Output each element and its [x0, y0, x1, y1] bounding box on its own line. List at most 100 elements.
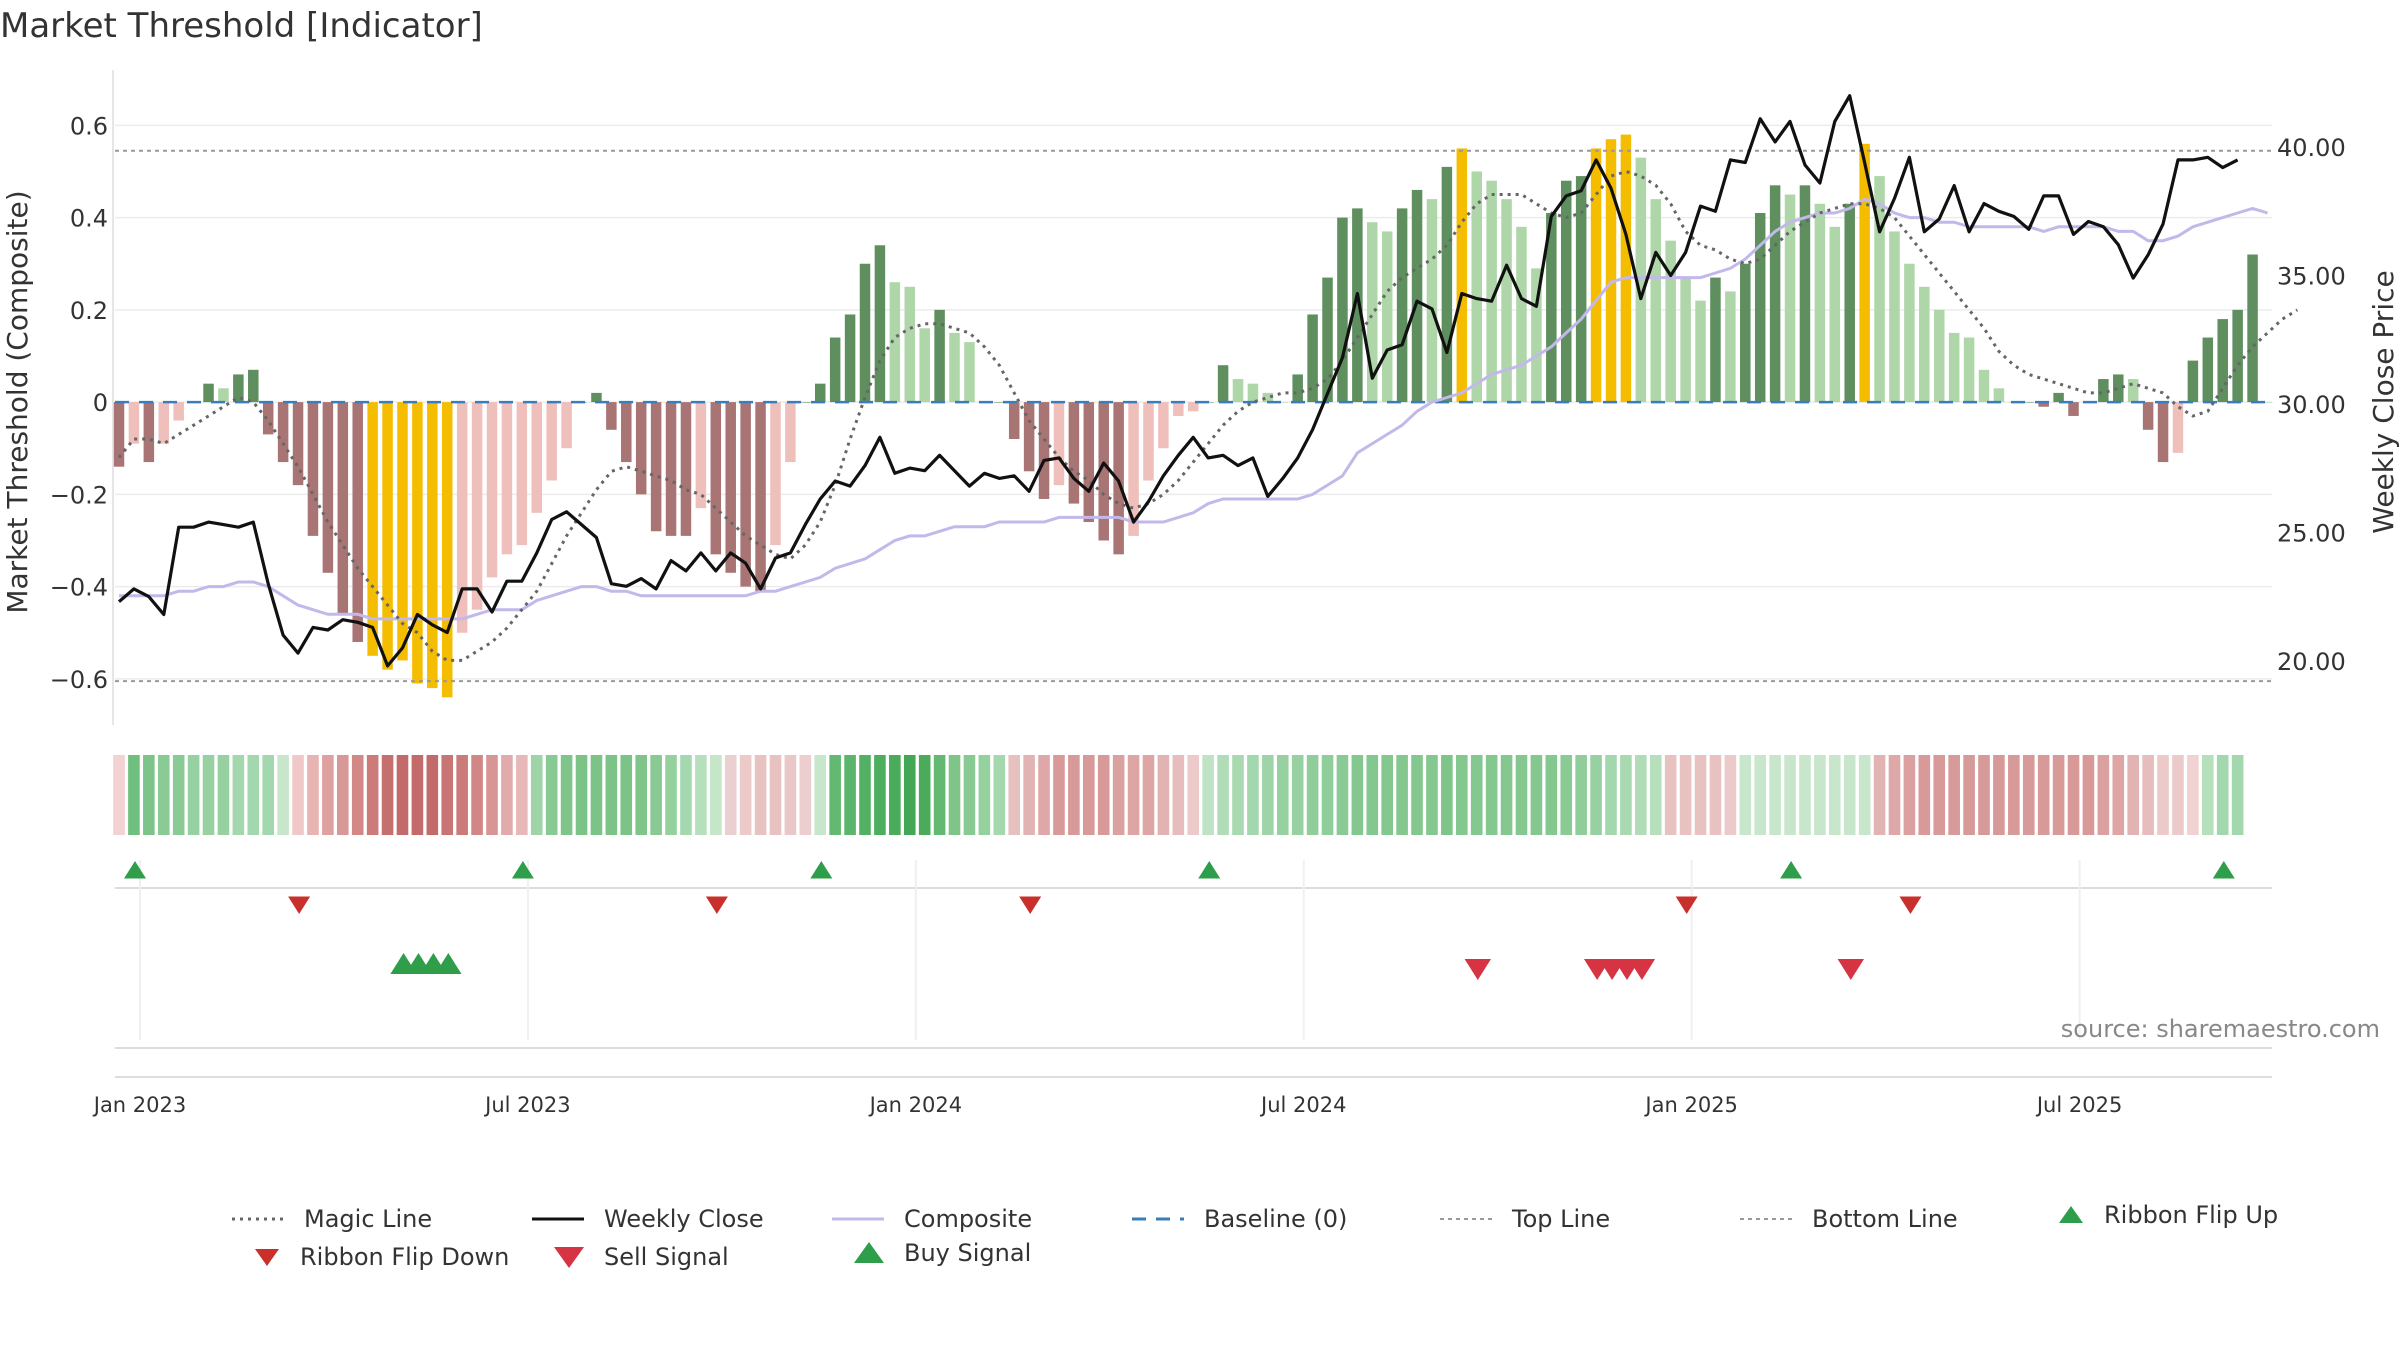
composite-bar	[2142, 402, 2154, 430]
ribbon-cell	[918, 755, 931, 835]
composite-bar	[277, 402, 289, 463]
ribbon-cell	[128, 755, 140, 835]
ribbon-cell	[247, 755, 260, 835]
composite-bar	[1053, 402, 1065, 486]
composite-bar	[1367, 222, 1378, 403]
legend-label: Weekly Close	[604, 1205, 764, 1233]
composite-bar	[949, 332, 960, 403]
ribbon-cell	[2112, 755, 2125, 835]
magic-line	[117, 169, 2299, 662]
ribbon-cell	[232, 755, 245, 835]
ribbon-cell	[1396, 755, 1408, 835]
composite-bar	[1695, 300, 1706, 403]
composite-bar	[1217, 365, 1229, 403]
composite-line	[119, 197, 2268, 621]
composite-bar	[2068, 402, 2079, 416]
x-tick-label: Jul 2024	[1259, 1093, 1346, 1117]
legend-label: Sell Signal	[604, 1243, 729, 1271]
triangle-up-icon	[2059, 1206, 2083, 1223]
legend-item-baseline: Baseline (0)	[1130, 1205, 1347, 1233]
composite-bar	[307, 402, 319, 536]
ribbon-cell	[1351, 755, 1364, 835]
ribbon-cell	[1799, 755, 1811, 835]
composite-bar	[2232, 309, 2243, 403]
buy-signal-marker	[435, 953, 462, 974]
composite-bar	[1829, 226, 1841, 403]
ribbon-cell	[1142, 755, 1155, 835]
ribbon-cell	[2097, 755, 2110, 835]
legend-label: Ribbon Flip Down	[300, 1243, 510, 1271]
ribbon-cell	[1948, 755, 1960, 835]
composite-bar	[233, 374, 244, 403]
composite-bar	[1725, 291, 1736, 403]
ribbon-cell	[590, 755, 603, 835]
sell-signal-marker	[1628, 959, 1656, 980]
composite-bar	[2113, 374, 2124, 403]
y-right-tick-label: 20.00	[2277, 648, 2346, 676]
composite-bar	[1769, 185, 1781, 403]
composite-bar	[814, 383, 826, 403]
dashed-line-icon	[1132, 1217, 1184, 1221]
ribbon-cell	[1515, 755, 1528, 835]
ribbon-cell	[1232, 755, 1244, 835]
ribbon-cell	[1441, 755, 1453, 835]
ribbon-cell	[948, 755, 961, 835]
ribbon-cell	[933, 755, 946, 835]
ribbon-cell	[650, 755, 662, 835]
ribbon-cell	[978, 755, 991, 835]
composite-bar	[710, 402, 722, 555]
composite-bar	[158, 402, 170, 444]
triangle-down-icon	[255, 1249, 279, 1266]
ribbon-cell	[1097, 755, 1110, 835]
ribbon-cell	[351, 755, 364, 835]
composite-bar	[1844, 203, 1855, 403]
triangle-down-large-icon	[554, 1247, 584, 1268]
y-left-tick-label: −0.4	[50, 574, 108, 602]
composite-bar	[352, 402, 363, 642]
ribbon-cell	[1754, 755, 1766, 835]
composite-bar	[1904, 263, 1915, 403]
composite-bar	[531, 402, 543, 513]
ribbon-cell	[2008, 755, 2020, 835]
composite-bar	[516, 402, 528, 546]
ribbon-cell	[277, 755, 289, 835]
ribbon-cell	[441, 755, 454, 835]
ribbon-cell	[1888, 755, 1901, 835]
composite-bar	[1680, 277, 1691, 403]
ribbon-cell	[2157, 755, 2169, 835]
ribbon-cell	[769, 755, 782, 835]
y-left-tick-label: −0.2	[50, 481, 108, 509]
composite-bar	[964, 342, 975, 403]
composite-bar	[1411, 189, 1423, 403]
composite-bar	[1426, 199, 1438, 403]
ribbon-cell	[1023, 755, 1035, 835]
composite-bar	[1068, 402, 1080, 504]
composite-bar	[1740, 263, 1751, 403]
ribbon-cell	[1978, 755, 1990, 835]
ribbon-cell	[814, 755, 827, 835]
sell-signal-marker	[1837, 959, 1864, 980]
composite-bar	[1396, 208, 1408, 403]
composite-bar	[1546, 212, 1557, 403]
composite-bar	[1038, 402, 1050, 499]
composite-bar	[740, 402, 751, 587]
composite-bar	[680, 402, 692, 536]
y-left-tick-label: 0.4	[70, 205, 108, 233]
legend-label: Baseline (0)	[1204, 1205, 1348, 1233]
legend-item-ribbon-flip-up: Ribbon Flip Up	[2056, 1201, 2278, 1229]
ribbon-cell	[903, 755, 916, 835]
composite-bar	[1919, 286, 1930, 403]
composite-bar	[994, 402, 1005, 403]
ribbon-flip-up-marker	[124, 861, 146, 879]
legend-item-bottom-line: Bottom Line	[1738, 1205, 1958, 1233]
composite-bar	[889, 282, 901, 403]
composite-bar	[665, 402, 677, 536]
ribbon-cell	[1918, 755, 1931, 835]
composite-bar	[919, 328, 930, 403]
ribbon-flip-up-marker	[2212, 861, 2235, 879]
ribbon-flip-down-marker	[1019, 896, 1042, 914]
composite-bar	[1083, 402, 1095, 523]
ribbon-cell	[829, 755, 841, 835]
x-tick-label: Jan 2024	[868, 1093, 963, 1117]
composite-bar	[1471, 171, 1482, 403]
